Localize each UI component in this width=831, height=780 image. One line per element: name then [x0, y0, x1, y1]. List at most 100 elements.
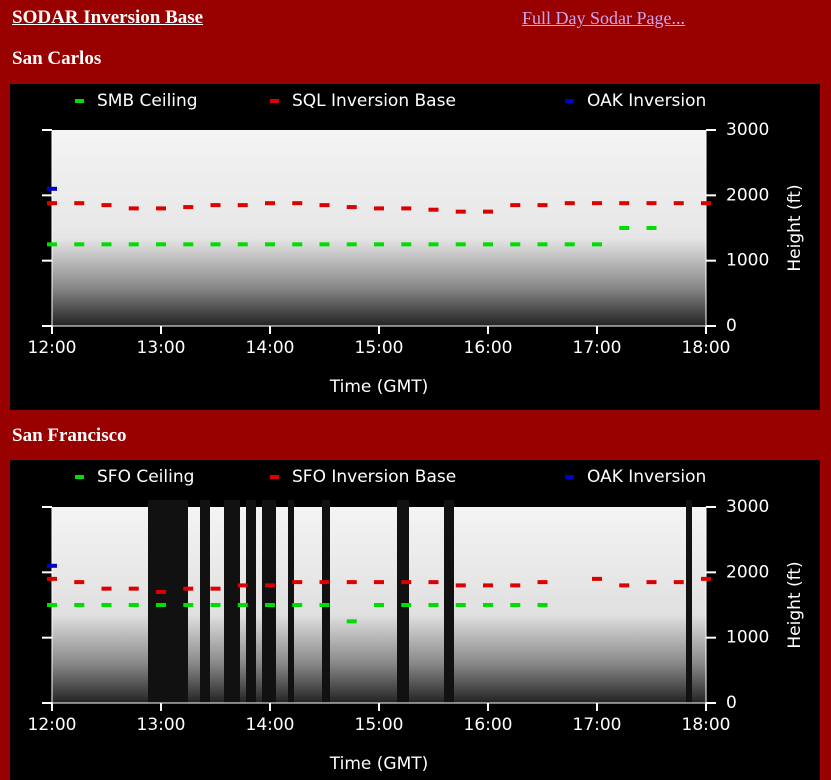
legend-label: SQL Inversion Base — [292, 91, 456, 111]
x-tick-label: 17:00 — [573, 715, 622, 735]
legend-label: SMB Ceiling — [97, 91, 198, 111]
dash-marker — [210, 242, 221, 247]
section-title: San Carlos — [12, 48, 102, 69]
dash-marker — [537, 603, 548, 607]
dash-marker — [292, 242, 303, 247]
chart: 0 1000 2000 3000 12:00 13:00 14:00 15:00 16:00 17… — [10, 84, 820, 410]
dash-marker — [74, 242, 85, 247]
dash-marker — [537, 580, 548, 585]
dash-marker — [564, 242, 575, 247]
x-axis-label: Time (GMT) — [329, 377, 429, 397]
dash-marker — [646, 580, 657, 585]
y-tick-label: 1000 — [726, 251, 769, 271]
y-tick-label: 0 — [726, 693, 737, 713]
dash-marker — [401, 580, 412, 585]
dash-marker — [673, 580, 684, 585]
dash-marker — [346, 205, 357, 210]
dash-marker — [455, 242, 466, 247]
dash-marker — [346, 619, 357, 624]
x-tick-label: 14:00 — [246, 715, 295, 735]
x-tick-label: 14:00 — [246, 338, 295, 358]
dash-marker — [156, 242, 166, 247]
x-tick-label: 15:00 — [355, 338, 404, 358]
legend-label: SFO Ceiling — [97, 467, 194, 487]
dash-marker — [156, 206, 166, 211]
full-day-link[interactable]: Full Day Sodar Page... — [522, 8, 685, 28]
dash-marker — [265, 242, 275, 247]
x-tick-label: 15:00 — [355, 715, 404, 735]
dash-marker — [74, 201, 85, 206]
x-axis-label: Time (GMT) — [329, 754, 429, 774]
dash-marker — [319, 242, 330, 247]
dash-marker — [101, 586, 112, 591]
dash-marker — [510, 203, 521, 208]
dash-marker — [128, 242, 139, 247]
dash-marker — [483, 209, 493, 214]
dash-marker — [210, 603, 221, 607]
dash-marker — [47, 242, 57, 247]
dash-marker — [646, 201, 657, 206]
y-axis-label: Height (ft) — [785, 184, 805, 271]
dash-marker — [646, 226, 657, 230]
legend-swatch — [565, 99, 574, 103]
dash-marker — [401, 206, 412, 211]
dash-marker — [292, 580, 303, 585]
dash-marker — [47, 201, 57, 206]
dash-marker — [265, 603, 275, 607]
dash-marker — [455, 583, 466, 588]
dash-marker — [101, 242, 112, 247]
y-tick-label: 1000 — [726, 628, 769, 648]
legend-label: SFO Inversion Base — [292, 467, 456, 487]
dash-marker — [265, 201, 275, 206]
dash-marker — [374, 580, 384, 585]
dash-marker — [673, 201, 684, 206]
x-tick-label: 18:00 — [682, 715, 731, 735]
dash-marker — [592, 201, 602, 206]
y-tick-label: 3000 — [726, 497, 769, 517]
x-tick-label: 18:00 — [682, 338, 731, 358]
x-tick-label: 12:00 — [28, 338, 77, 358]
dash-marker — [210, 586, 221, 591]
dash-marker — [265, 583, 275, 588]
sodar-stripes — [148, 500, 692, 703]
dash-marker — [592, 242, 602, 247]
dash-marker — [510, 583, 521, 588]
dash-marker — [319, 603, 330, 607]
dash-marker — [292, 603, 303, 607]
dash-marker — [701, 201, 711, 206]
dash-marker — [483, 242, 493, 247]
y-tick-label: 0 — [726, 316, 737, 336]
dash-marker — [346, 580, 357, 585]
dash-marker — [128, 206, 139, 211]
dash-marker — [237, 603, 248, 607]
dash-marker — [47, 576, 57, 581]
dash-marker — [156, 589, 166, 594]
x-tick-label: 13:00 — [137, 338, 186, 358]
dash-marker — [128, 603, 139, 607]
legend-label: OAK Inversion — [587, 467, 706, 487]
dash-marker — [592, 576, 602, 581]
dash-marker — [237, 583, 248, 588]
dash-marker — [210, 203, 221, 208]
dash-marker — [401, 603, 412, 607]
legend-swatch — [565, 475, 574, 479]
dash-marker — [319, 580, 330, 585]
dash-marker — [374, 242, 384, 247]
dash-marker — [428, 580, 439, 585]
dash-marker — [619, 226, 630, 230]
dash-marker — [74, 603, 85, 607]
dash-marker — [74, 580, 85, 585]
dash-marker — [346, 242, 357, 247]
legend-swatch — [75, 99, 84, 103]
dash-marker — [237, 242, 248, 247]
section-title: San Francisco — [12, 425, 127, 446]
dash-marker — [619, 583, 630, 588]
dash-marker — [428, 207, 439, 212]
dash-marker — [537, 242, 548, 247]
dash-marker — [455, 603, 466, 607]
dash-marker — [156, 603, 166, 607]
chart: 0 1000 2000 3000 12:00 13:00 14:00 15:00 16:00 17… — [10, 460, 820, 780]
legend-swatch — [270, 475, 279, 479]
dash-marker — [319, 203, 330, 208]
